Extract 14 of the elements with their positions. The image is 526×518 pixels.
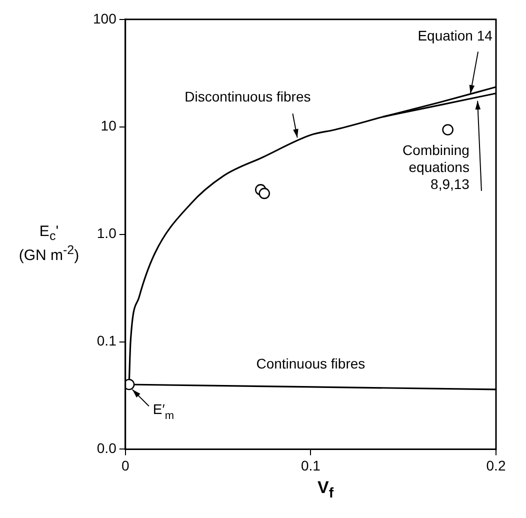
- annotation: Equation 14: [418, 28, 493, 44]
- y-tick-label: 0.1: [96, 332, 117, 349]
- annotation: Continuous fibres: [256, 356, 366, 372]
- x-tick-label: 0.2: [486, 457, 506, 474]
- x-axis-title: V$_{f}$: [316, 478, 335, 502]
- annotation: Combining equations 8,9,13: [402, 142, 470, 192]
- y-axis-title: E$_{c}$' (GN m$^{-2}$): [18, 222, 80, 264]
- y-tick-label: 100: [93, 10, 117, 26]
- y-tick-label: 0.0: [96, 440, 117, 456]
- annotation: Discontinuous fibres: [184, 88, 311, 105]
- y-tick-label: 10: [100, 118, 117, 134]
- x-tick-label: 0: [121, 457, 130, 474]
- x-tick-label: 0.1: [300, 457, 321, 474]
- y-tick-label: 1.0: [96, 225, 117, 242]
